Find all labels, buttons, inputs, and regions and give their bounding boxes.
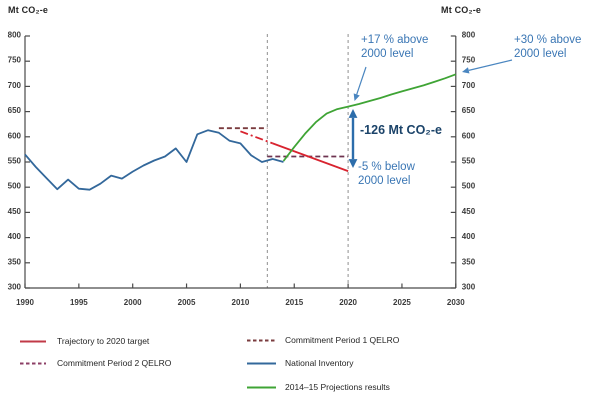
x-tick-label: 1995 (70, 298, 88, 307)
y-tick-label-left: 400 (8, 232, 22, 241)
y-tick-label-left: 800 (8, 31, 22, 40)
x-tick-label: 2005 (178, 298, 196, 307)
arrow-head (353, 93, 360, 101)
y-tick-label-left: 500 (8, 182, 22, 191)
arrow-head (348, 109, 358, 118)
arrow-head (462, 67, 470, 74)
y-tick-label-left: 300 (8, 283, 22, 292)
series-projections (282, 73, 457, 162)
x-tick-label: 2020 (339, 298, 357, 307)
legend-label: National Inventory (285, 358, 354, 368)
y-tick-label-left: 550 (8, 157, 22, 166)
y-tick-label-left: 600 (8, 131, 22, 140)
arrow-line (356, 66, 367, 95)
legend-label: Commitment Period 1 QELRO (285, 335, 400, 345)
y-tick-label-right: 750 (462, 56, 476, 65)
y-tick-label-left: 750 (8, 56, 22, 65)
legend-swatch-cp1-dashed-line (247, 339, 276, 341)
legend-label: 2014–15 Projections results (285, 382, 390, 392)
y-tick-label-right: 500 (462, 182, 476, 191)
right-axis-unit-label: Mt CO₂-e (441, 5, 482, 15)
x-tick-label: 2010 (232, 298, 250, 307)
annotation-plus30-above-2000: +30 % above 2000 level (514, 34, 582, 60)
left-axis-unit-label: Mt CO₂-e (8, 5, 49, 15)
y-tick-label-left: 350 (8, 257, 22, 266)
legend-label: Commitment Period 2 QELRO (57, 358, 172, 368)
legend-item-commitment-period-2-qelro: Commitment Period 2 QELRO (19, 358, 171, 368)
y-tick-label-right: 350 (462, 257, 476, 266)
annotation-minus126-gap: -126 Mt CO₂-e (360, 123, 442, 137)
legend-item-trajectory-2020-target: Trajectory to 2020 target (19, 336, 149, 346)
y-tick-label-right: 650 (462, 106, 476, 115)
x-tick-label: 1990 (16, 298, 34, 307)
legend-item-projections-results: 2014–15 Projections results (246, 382, 390, 392)
axes (24, 35, 457, 289)
legend-swatch-inventory-line (247, 362, 276, 364)
y-tick-label-right: 700 (462, 81, 476, 90)
legend-label: Trajectory to 2020 target (57, 336, 150, 346)
y-tick-label-left: 650 (8, 106, 22, 115)
arrow-head (348, 159, 358, 168)
series-trajectory-dashdot (240, 130, 274, 145)
legend-swatch-trajectory-line (20, 340, 46, 342)
annotation-plus17-above-2000: +17 % above 2000 level (361, 34, 429, 60)
y-tick-label-right: 550 (462, 157, 476, 166)
x-tick-label: 2025 (393, 298, 411, 307)
x-tick-label: 2015 (285, 298, 303, 307)
y-tick-label-left: 700 (8, 81, 22, 90)
y-tick-label-left: 450 (8, 207, 22, 216)
y-tick-label-right: 800 (462, 31, 476, 40)
tick-labels: 800 800 750 750 700 700 650 650 600 600 550 550 500 5… (8, 31, 476, 308)
arrow-line (468, 59, 513, 71)
series-trajectory (272, 142, 349, 172)
series-national-inventory (24, 129, 284, 191)
y-tick-label-right: 450 (462, 207, 476, 216)
x-tick-label: 2000 (124, 298, 142, 307)
y-tick-label-right: 400 (462, 232, 476, 241)
legend-swatch-projections-line (247, 386, 276, 388)
legend-item-commitment-period-1-qelro: Commitment Period 1 QELRO (246, 335, 399, 345)
annotation-minus5-below-2000: -5 % below 2000 level (358, 161, 415, 187)
y-tick-label-right: 600 (462, 131, 476, 140)
legend-item-national-inventory: National Inventory (246, 358, 354, 368)
x-tick-label: 2030 (447, 298, 465, 307)
y-tick-label-right: 300 (462, 283, 476, 292)
legend-swatch-cp2-dashed-line (20, 362, 46, 364)
